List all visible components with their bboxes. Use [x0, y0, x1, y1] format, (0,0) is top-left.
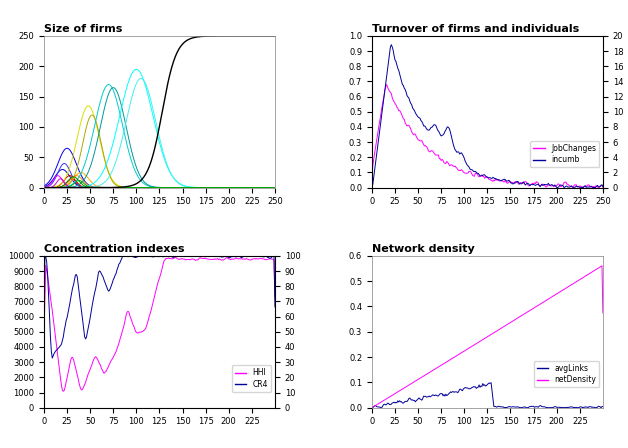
netDensity [599, 310, 607, 315]
HHI [198, 256, 206, 261]
CR4 [133, 254, 140, 260]
JobChanges [368, 172, 376, 178]
incumb [460, 153, 467, 159]
CR4 [120, 253, 127, 258]
HHI [60, 388, 67, 394]
JobChanges [599, 185, 607, 190]
avgLinks [487, 380, 495, 385]
avgLinks [526, 404, 534, 409]
HHI [146, 310, 154, 316]
netDensity [505, 321, 512, 326]
Line: avgLinks: avgLinks [372, 383, 603, 408]
CR4 [48, 355, 56, 361]
JobChanges [595, 185, 602, 190]
Text: Network density: Network density [372, 244, 475, 254]
avgLinks [509, 404, 516, 409]
HHI [216, 256, 224, 262]
JobChanges [383, 82, 391, 87]
incumb [474, 171, 482, 176]
netDensity [542, 298, 550, 303]
HHI [271, 294, 279, 299]
JobChanges [543, 185, 550, 190]
incumb [599, 184, 607, 189]
HHI [132, 328, 139, 334]
avgLinks [506, 404, 513, 409]
Line: netDensity: netDensity [372, 266, 603, 408]
HHI [40, 332, 48, 337]
incumb [506, 178, 513, 184]
Line: HHI: HHI [44, 257, 275, 391]
incumb [368, 185, 376, 190]
CR4 [271, 304, 279, 310]
avgLinks [368, 405, 376, 410]
avgLinks [474, 385, 481, 390]
incumb [387, 42, 395, 47]
Text: Concentration indexes: Concentration indexes [44, 244, 185, 254]
Text: Turnover of firms and individuals: Turnover of firms and individuals [372, 24, 579, 34]
Line: CR4: CR4 [44, 256, 275, 358]
incumb [543, 182, 550, 187]
CR4 [179, 254, 187, 259]
avgLinks [522, 405, 530, 410]
incumb [525, 182, 533, 187]
JobChanges [506, 179, 513, 184]
avgLinks [544, 405, 551, 410]
JobChanges [509, 180, 516, 185]
avgLinks [458, 388, 466, 393]
netDensity [368, 405, 376, 410]
HHI [179, 256, 187, 261]
Legend: JobChanges, incumb: JobChanges, incumb [531, 141, 599, 168]
CR4 [181, 253, 189, 258]
CR4 [148, 254, 155, 259]
Legend: avgLinks, netDensity: avgLinks, netDensity [534, 361, 599, 388]
avgLinks [599, 404, 607, 409]
netDensity [474, 340, 481, 346]
netDensity [507, 319, 515, 325]
netDensity [598, 263, 606, 268]
netDensity [524, 309, 532, 314]
Legend: HHI, CR4: HHI, CR4 [232, 365, 271, 392]
JobChanges [460, 169, 467, 175]
Line: JobChanges: JobChanges [372, 85, 603, 188]
Text: Size of firms: Size of firms [44, 24, 122, 34]
HHI [171, 254, 179, 260]
CR4 [40, 305, 48, 310]
incumb [509, 181, 516, 186]
JobChanges [525, 183, 533, 189]
JobChanges [474, 173, 482, 178]
CR4 [216, 254, 224, 259]
CR4 [198, 253, 206, 258]
Line: incumb: incumb [372, 45, 603, 188]
HHI [181, 257, 189, 263]
netDensity [458, 349, 466, 355]
